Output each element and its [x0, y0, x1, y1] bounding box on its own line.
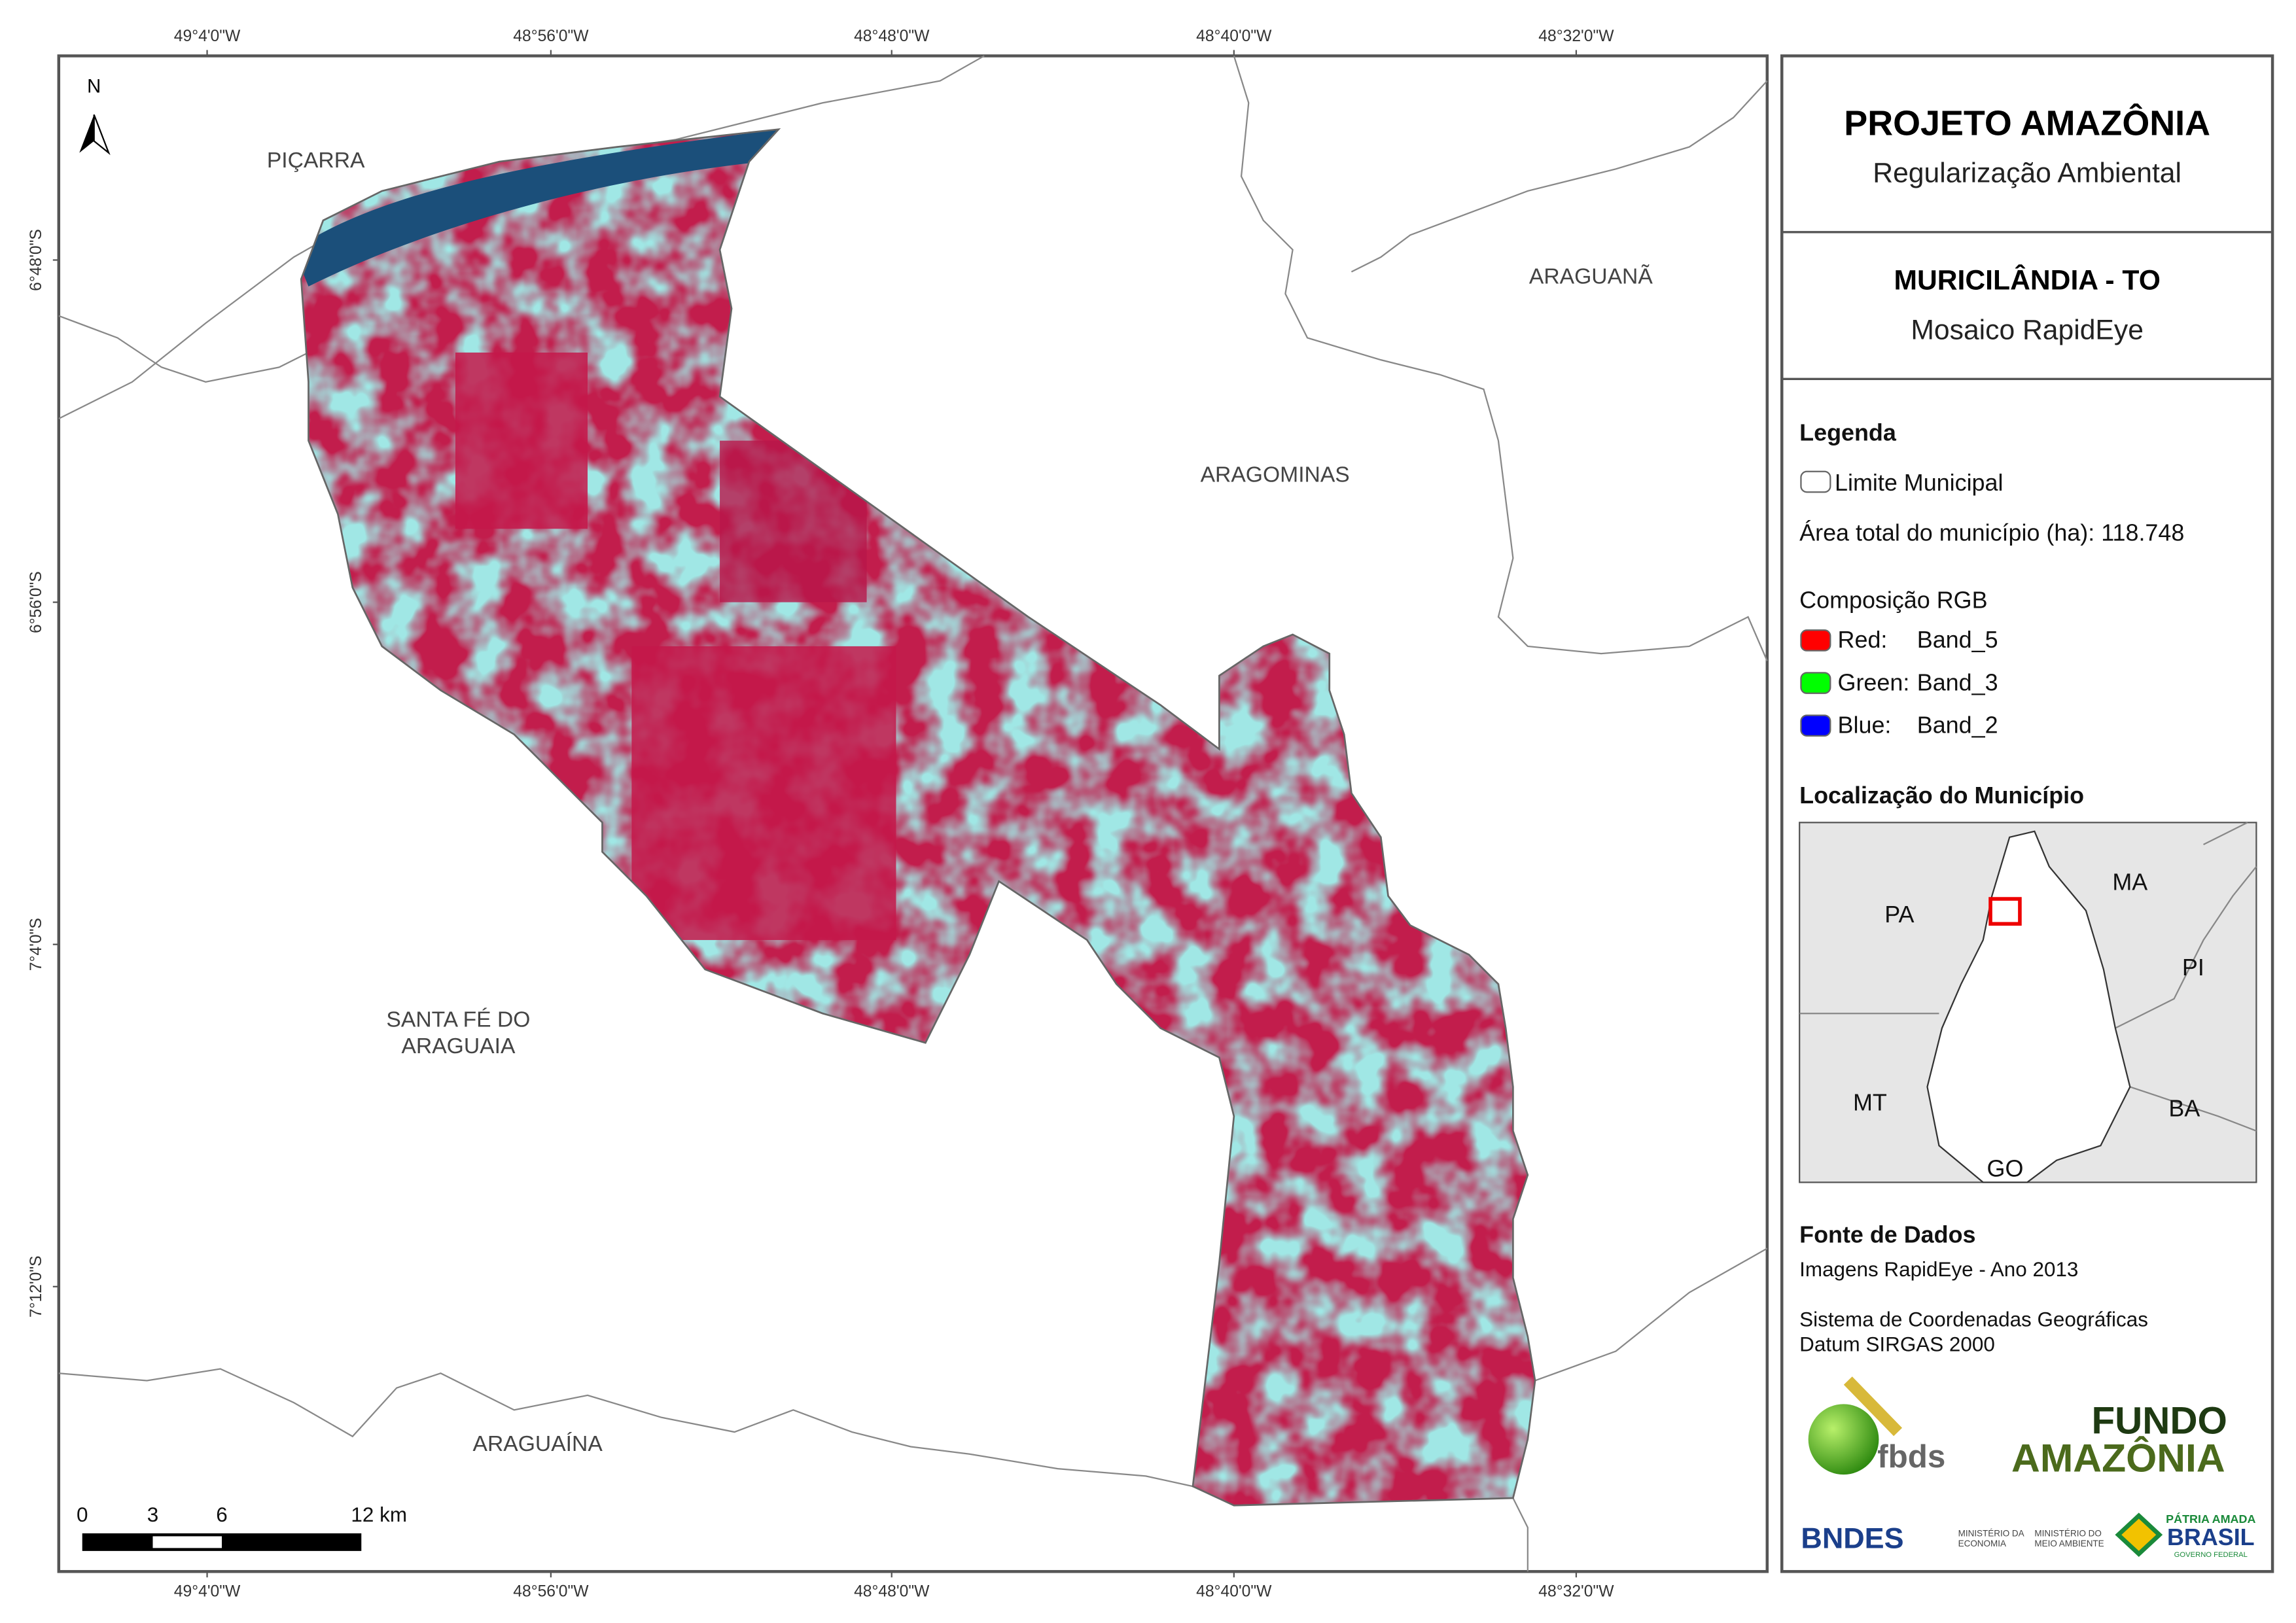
side-panel — [1780, 54, 2274, 1573]
fbds-ball — [1808, 1404, 1879, 1475]
patria-text: PÁTRIA AMADA — [2166, 1512, 2255, 1526]
legend-text: Limite Municipal — [1835, 469, 2003, 496]
boundaries — [58, 55, 1768, 1572]
place-label: ARAGUANÃ — [1529, 264, 1653, 288]
title: PROJETO AMAZÔNIA — [1844, 103, 2210, 143]
band-swatch — [1800, 629, 1831, 652]
longitude-label: 48°40'0"W — [1196, 1582, 1272, 1600]
state-label: PI — [2182, 954, 2204, 981]
longitude-label: 48°56'0"W — [513, 27, 589, 45]
fundo-text: FUNDO — [2091, 1399, 2227, 1442]
legend-text: Composição RGB — [1799, 587, 1987, 614]
state-label: GO — [1987, 1155, 2024, 1181]
latitude-label: 7°4'0"S — [27, 918, 45, 971]
state-label: PA — [1884, 901, 1914, 928]
fbds-bar — [1843, 1376, 1903, 1437]
longitude-label: 48°48'0"W — [854, 27, 930, 45]
band-legend: Red: Band_5 Green: Band_3 Blue: Band_2 — [1800, 626, 1998, 738]
latitude-label: 7°12'0"S — [27, 1255, 45, 1318]
subtitle: Regularização Ambiental — [1873, 157, 2181, 188]
governo-text: GOVERNO FEDERAL — [2174, 1551, 2248, 1559]
place-label: ARAGUAIA — [401, 1034, 515, 1058]
scale-segment — [152, 1536, 222, 1548]
boundary-line — [1512, 1497, 1528, 1572]
scale-label: 0 — [77, 1503, 88, 1526]
flag-icon — [2115, 1512, 2163, 1557]
bndes-text: BNDES — [1801, 1521, 1903, 1554]
legend-title: Legenda — [1799, 419, 1897, 446]
logos: fbds FUNDO AMAZÔNIA BNDES MINISTÉRIO DA … — [1801, 1376, 2255, 1559]
state-label: MA — [2112, 869, 2147, 896]
fbds-text: fbds — [1877, 1439, 1945, 1475]
sources-title: Fonte de Dados — [1799, 1221, 1975, 1248]
longitude-label: 48°32'0"W — [1538, 1582, 1614, 1600]
longitude-label: 48°40'0"W — [1196, 27, 1272, 45]
boundary-line — [58, 1368, 1193, 1488]
location-marker — [1988, 897, 2022, 926]
state-line — [2129, 1086, 2257, 1132]
band-name: Band_3 — [1917, 669, 1998, 695]
coordinate-labels: 49°4'0"W 49°4'0"W 48°56'0"W 48°56'0"W 48°48'… — [27, 27, 1614, 1600]
boundary-line — [1534, 1248, 1768, 1382]
north-arrow-right — [93, 114, 111, 156]
boundary-line — [1233, 56, 1768, 661]
river — [301, 129, 779, 287]
longitude-label: 49°4'0"W — [174, 1582, 241, 1600]
amazonia-text: AMAZÔNIA — [2011, 1436, 2225, 1480]
band-channel: Red: — [1838, 626, 1888, 653]
longitude-label: 48°48'0"W — [854, 1582, 930, 1600]
ministry-text: MINISTÉRIO DA — [1958, 1528, 2024, 1538]
band-swatch — [1800, 714, 1831, 737]
state-line — [2115, 865, 2257, 1029]
latitude-label: 6°56'0"S — [27, 571, 45, 633]
scale-label: 12 km — [351, 1503, 407, 1526]
ministry-text: ECONOMIA — [1958, 1539, 2006, 1548]
product: Mosaico RapidEye — [1911, 315, 2144, 346]
band-channel: Blue: — [1838, 711, 1892, 738]
forest-patch — [455, 352, 588, 529]
municipality-name: MURICILÂNDIA - TO — [1894, 264, 2160, 296]
state-label: MT — [1853, 1089, 1887, 1115]
longitude-label: 49°4'0"W — [174, 27, 241, 45]
ministry-text: MINISTÉRIO DO — [2034, 1528, 2102, 1538]
longitude-label: 48°32'0"W — [1538, 27, 1614, 45]
state-label: BA — [2168, 1094, 2200, 1121]
place-label: PIÇARRA — [267, 148, 365, 173]
scale-bar: 0 3 6 12 km — [77, 1503, 407, 1551]
source-line: Datum SIRGAS 2000 — [1799, 1333, 1995, 1356]
source-line: Imagens RapidEye - Ano 2013 — [1799, 1258, 2078, 1281]
band-name: Band_2 — [1917, 711, 1998, 738]
source-line: Sistema de Coordenadas Geográficas — [1799, 1308, 2148, 1331]
legend-text: Área total do município (ha): 118.748 — [1799, 519, 2184, 546]
location-map: PA MA PI MT BA GO — [1799, 822, 2257, 1183]
state-line — [2203, 822, 2248, 846]
north-label: N — [87, 77, 101, 97]
band-name: Band_5 — [1917, 626, 1998, 653]
tocantins — [1926, 830, 2131, 1183]
legend-swatch — [1800, 470, 1831, 493]
place-label: ARAGUAÍNA — [473, 1432, 603, 1456]
boundary-line — [58, 315, 309, 383]
brasil-text: BRASIL — [2167, 1524, 2255, 1550]
ministry-text: MEIO AMBIENTE — [2034, 1539, 2104, 1548]
place-label: ARAGOMINAS — [1201, 462, 1350, 487]
scale-label: 6 — [216, 1503, 227, 1526]
latitude-label: 6°48'0"S — [27, 229, 45, 291]
boundary-line — [1351, 80, 1768, 273]
scale-label: 3 — [147, 1503, 158, 1526]
place-label: SANTA FÉ DO — [386, 1007, 530, 1032]
location-title: Localização do Município — [1799, 782, 2084, 809]
longitude-label: 48°56'0"W — [513, 1582, 589, 1600]
forest-patch — [631, 646, 896, 940]
band-channel: Green: — [1838, 669, 1910, 695]
band-swatch — [1800, 672, 1831, 694]
